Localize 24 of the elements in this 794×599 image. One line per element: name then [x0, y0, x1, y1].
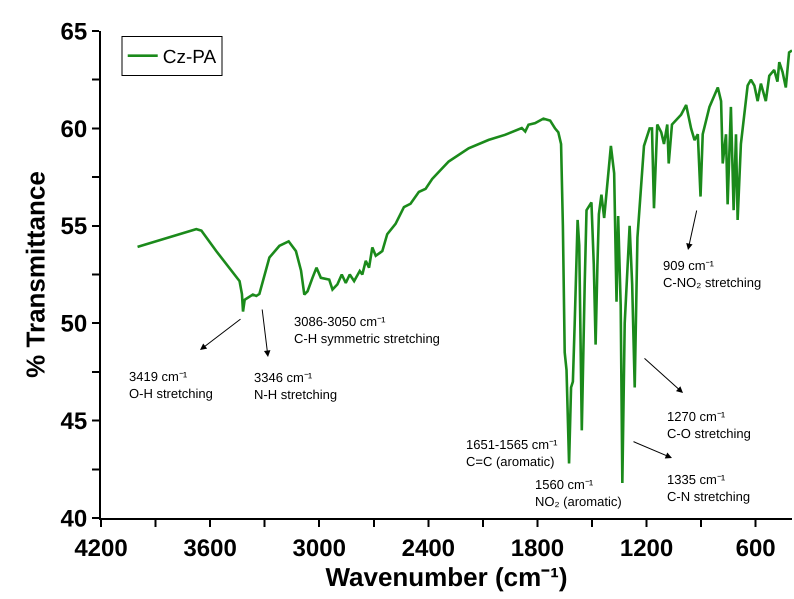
y-tick-label: 50: [60, 310, 88, 338]
x-tick-label: 1800: [510, 534, 564, 562]
annotation: 1560 cm⁻¹ NO₂ (aromatic): [535, 477, 622, 509]
x-axis-title: Wavenumber (cm⁻¹): [325, 562, 568, 592]
y-axis-title: % Transmittance: [20, 171, 50, 378]
annotation: 3086-3050 cm⁻¹ C-H symmetric stretching: [294, 314, 440, 346]
y-tick-label: 45: [60, 408, 88, 435]
x-tick-label: 600: [736, 534, 776, 562]
y-tick-label: 65: [60, 18, 88, 46]
y-tick-label: 55: [60, 213, 88, 240]
annotation: 1335 cm⁻¹ C-N stretching: [667, 472, 750, 504]
x-tick-label: 3600: [183, 534, 237, 562]
annotation: 3346 cm⁻¹ N-H stretching: [254, 370, 338, 402]
x-tick-label: 4200: [74, 534, 128, 562]
annotation: 1651-1565 cm⁻¹ C=C (aromatic): [466, 437, 558, 469]
annotation: 1270 cm⁻¹ C-O stretching: [667, 409, 751, 441]
y-tick-label: 40: [60, 505, 88, 532]
x-tick-label: 3000: [292, 534, 346, 562]
annotation: 3419 cm⁻¹ O-H stretching: [129, 369, 213, 401]
legend-label: Cz-PA: [162, 47, 217, 68]
x-tick-label: 1200: [620, 534, 674, 562]
annotation: 909 cm⁻¹ C-NO₂ stretching: [663, 258, 762, 290]
y-tick-label: 60: [60, 116, 88, 143]
x-tick-label: 2400: [402, 534, 456, 562]
